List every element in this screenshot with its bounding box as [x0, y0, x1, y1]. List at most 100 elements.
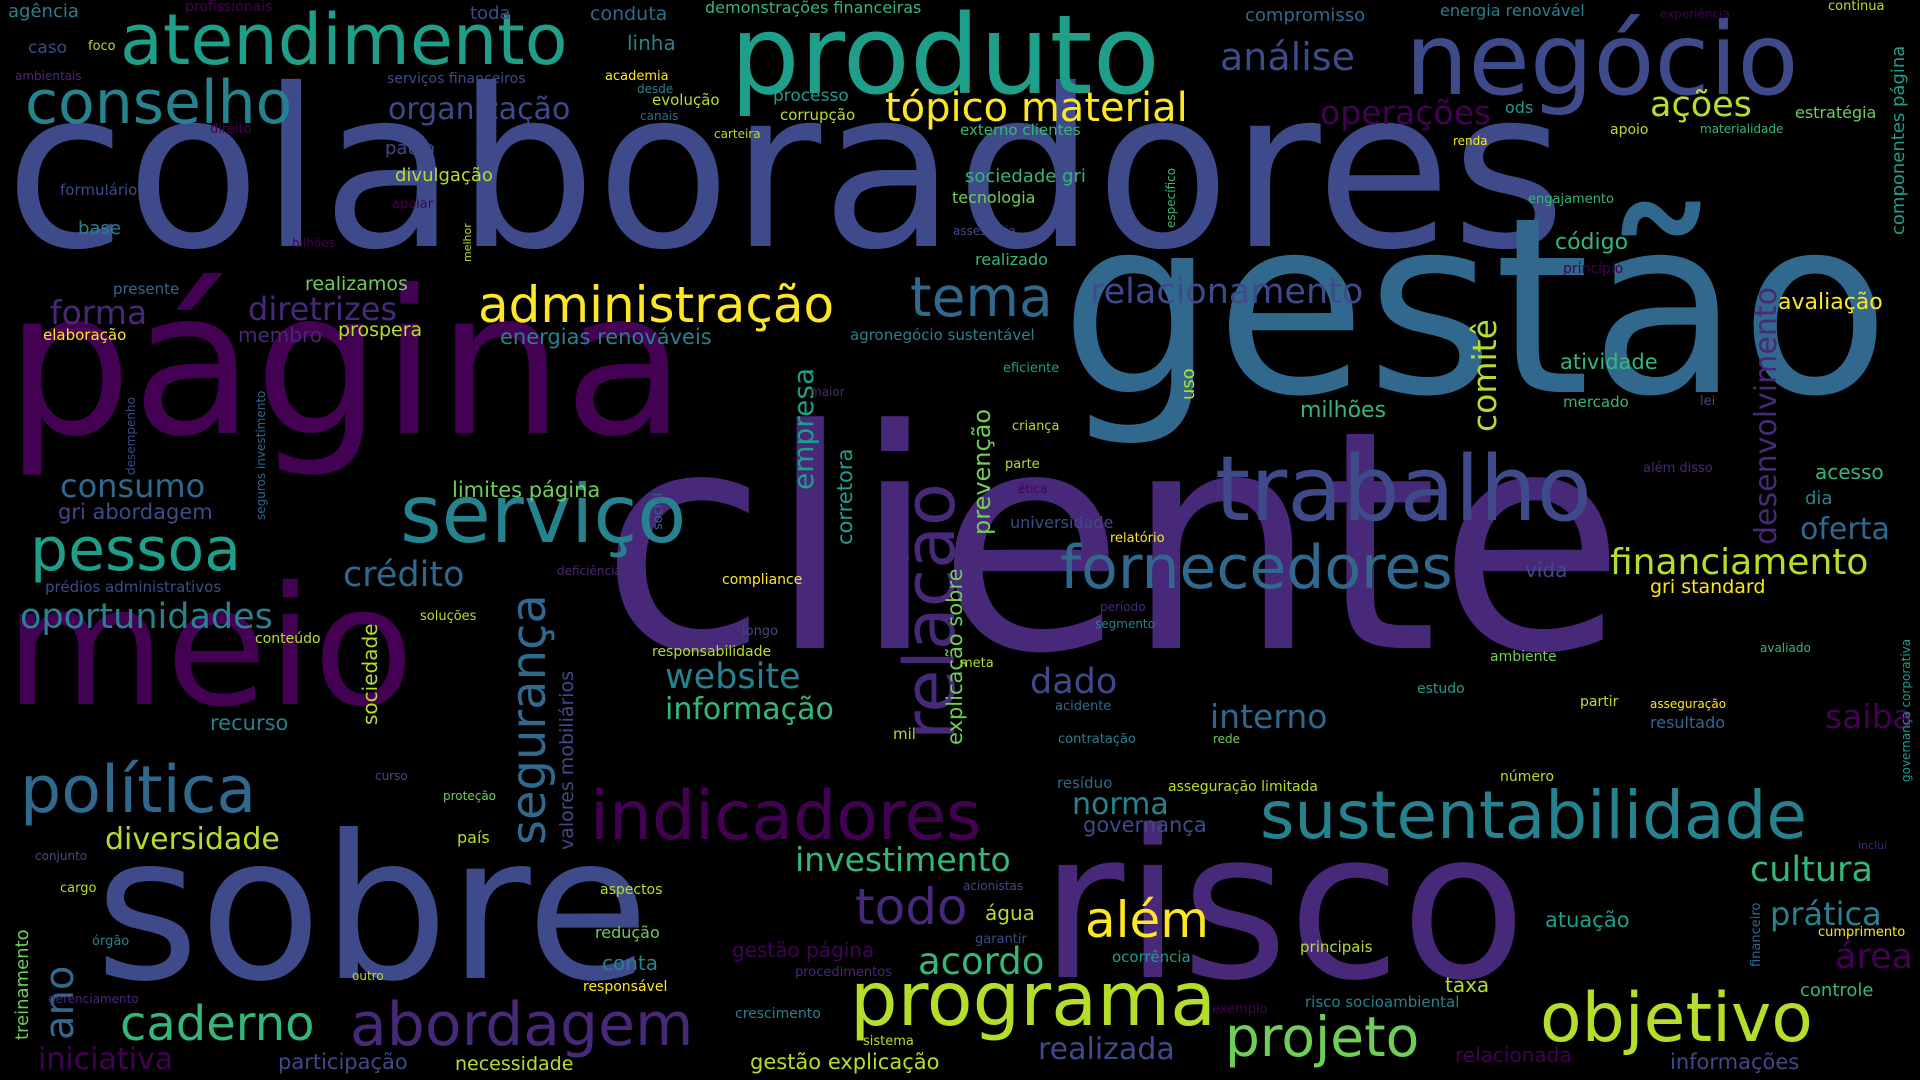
word: tecnologia — [952, 188, 1036, 207]
word: ações — [1650, 85, 1752, 125]
word: compliance — [722, 572, 803, 588]
word: redução — [595, 923, 660, 942]
word: processo — [773, 86, 849, 106]
word: apoio — [1610, 122, 1649, 138]
word: diretrizes — [248, 290, 398, 328]
word: sistema — [863, 1034, 914, 1049]
word: governança corporativa — [1899, 638, 1913, 782]
word: website — [665, 657, 801, 697]
word: saiba — [1825, 697, 1913, 736]
word: milhões — [1300, 398, 1387, 423]
word: energia renovável — [1440, 1, 1585, 20]
word: financiamento — [1610, 542, 1869, 583]
word: fornecedores — [1060, 533, 1453, 603]
word: linha — [627, 31, 676, 55]
word: eficiente — [1003, 361, 1060, 376]
word: gestão página — [732, 938, 875, 962]
word: vida — [1525, 558, 1568, 582]
word: valores mobiliários — [556, 670, 578, 850]
word: inclui — [1858, 839, 1888, 852]
word: resíduo — [1057, 774, 1113, 792]
word: serviço — [400, 468, 687, 561]
word: experiência — [1660, 7, 1730, 21]
word: conjunto — [35, 849, 88, 863]
word: compromisso — [1245, 5, 1366, 26]
word: comitê — [1465, 319, 1504, 432]
word: assessoria — [953, 224, 1016, 238]
word: agência — [8, 1, 79, 22]
word: tema — [910, 265, 1053, 329]
word: materialidade — [1700, 122, 1784, 136]
word: recurso — [210, 711, 289, 735]
word: crédito — [343, 555, 465, 595]
word: página — [5, 248, 687, 481]
word: maior — [810, 385, 845, 399]
word: asseguração — [1650, 697, 1727, 711]
word: gestão — [1060, 165, 1890, 450]
word: mercado — [1563, 393, 1629, 411]
word: meio — [5, 551, 415, 743]
word: relacionada — [1455, 1043, 1572, 1067]
word: sociedade — [358, 623, 382, 725]
word: corrupção — [780, 106, 856, 124]
word: conselho — [25, 68, 293, 138]
word: necessidade — [455, 1053, 574, 1075]
word: consumo — [60, 467, 206, 505]
word: apoiar — [392, 197, 434, 212]
word: toda — [470, 3, 511, 24]
word: longo — [742, 624, 779, 639]
word: renda — [1453, 134, 1488, 148]
word: segmento — [1095, 617, 1155, 631]
word: divulgação — [395, 165, 493, 186]
word: prevenção — [968, 408, 996, 535]
word: negócio — [1405, 1, 1799, 118]
word: acidente — [1055, 699, 1112, 714]
word: aspectos — [600, 882, 663, 898]
word: carteira — [714, 127, 761, 141]
word: externo clientes — [960, 121, 1081, 139]
word: parte — [1005, 457, 1040, 472]
word: norma — [1072, 787, 1169, 822]
word: diversidade — [105, 822, 280, 857]
word: relatório — [1110, 531, 1165, 546]
word: atendimento — [120, 0, 568, 81]
word: caso — [28, 38, 68, 58]
word: conteúdo — [255, 631, 321, 647]
word: contratação — [1058, 732, 1136, 747]
word: avaliado — [1760, 641, 1811, 655]
word: limites página — [452, 478, 601, 502]
word: conduta — [590, 3, 668, 25]
word: oportunidades — [20, 597, 273, 637]
word: informações — [1670, 1050, 1800, 1074]
word: melhor — [461, 223, 474, 262]
word: operações — [1320, 93, 1492, 132]
word: segurança — [501, 594, 557, 845]
word: ambientais — [15, 69, 82, 83]
word: elaboração — [43, 326, 127, 344]
word: ética — [1018, 482, 1048, 496]
word: país — [457, 828, 490, 847]
word: acesso — [1815, 460, 1884, 484]
word: relacionamento — [1090, 272, 1364, 312]
word: resultado — [1650, 713, 1726, 732]
word: estratégia — [1795, 103, 1877, 122]
word: forma — [50, 293, 148, 332]
word: além disso — [1643, 461, 1713, 476]
word: prédios administrativos — [45, 578, 222, 596]
word: profissionais — [185, 0, 273, 15]
word: trabalho — [1215, 437, 1592, 542]
word: risco socioambiental — [1305, 993, 1460, 1011]
word: organização — [388, 92, 571, 127]
word: participação — [278, 1050, 408, 1074]
word: base — [78, 218, 121, 239]
word: política — [20, 753, 257, 828]
word: acionistas — [963, 879, 1024, 893]
word: princípio — [1563, 261, 1624, 277]
word: produto — [730, 0, 1160, 119]
word: objetivo — [1540, 979, 1813, 1058]
word: bilhões — [292, 236, 335, 250]
word: formulário — [60, 181, 138, 199]
word: realizado — [975, 250, 1048, 269]
word: soluções — [420, 609, 477, 624]
word: realizada — [1038, 1032, 1175, 1067]
